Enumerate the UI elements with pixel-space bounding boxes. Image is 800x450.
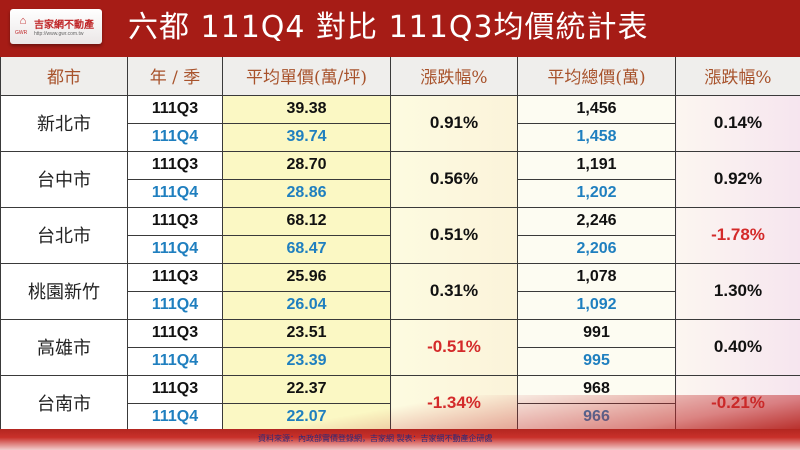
logo-url: http://www.gwr.com.tw — [34, 31, 84, 37]
city-cell: 台中市 — [0, 150, 128, 208]
footer-band — [0, 429, 800, 450]
total-change: -0.21% — [675, 374, 800, 432]
house-arrow-icon: ⌂ — [19, 15, 27, 27]
total-price-q4: 2,206 — [517, 234, 676, 264]
total-price-q3: 1,456 — [517, 94, 676, 124]
column-header-total-change: 漲跌幅% — [675, 57, 800, 96]
total-change: 1.30% — [675, 262, 800, 320]
unit-price-q3: 23.51 — [222, 318, 391, 348]
column-header-total-price: 平均總價(萬) — [517, 57, 676, 96]
title-bar: ⌂ GWR 吉家網不動產 http://www.gwr.com.tw 六都 11… — [0, 0, 800, 57]
table-row: 111Q4 39.74 1,458 — [1, 122, 800, 152]
period-q3: 111Q3 — [127, 206, 223, 236]
unit-price-q4: 39.74 — [222, 122, 391, 152]
period-q4: 111Q4 — [127, 122, 223, 152]
unit-price-q3: 25.96 — [222, 262, 391, 292]
period-q3: 111Q3 — [127, 262, 223, 292]
total-change: 0.92% — [675, 150, 800, 208]
table-row: 高雄市 111Q3 23.51 -0.51% 991 0.40% — [0, 318, 800, 376]
unit-change: -1.34% — [390, 374, 518, 432]
footer-source: 資料來源：內政部實價登錄網，吉家網 製表：吉家網不動產企研處 — [258, 434, 493, 443]
total-price-q4: 995 — [517, 346, 676, 376]
period-q4: 111Q4 — [127, 234, 223, 264]
period-q3: 111Q3 — [127, 318, 223, 348]
unit-price-q3: 68.12 — [222, 206, 391, 236]
unit-price-q4: 68.47 — [222, 234, 391, 264]
unit-change: 0.91% — [390, 94, 518, 152]
price-table-container: 都市 年 / 季 平均單價(萬/坪) 漲跌幅% 平均總價(萬) 漲跌幅% 新北市… — [0, 57, 800, 432]
city-cell: 高雄市 — [0, 318, 128, 376]
unit-price-q3: 39.38 — [222, 94, 391, 124]
total-price-q3: 2,246 — [517, 206, 676, 236]
table-row: 111Q4 23.39 995 — [1, 346, 800, 376]
column-header-city: 都市 — [0, 57, 128, 96]
unit-change: 0.51% — [390, 206, 518, 264]
unit-price-q4: 26.04 — [222, 290, 391, 320]
period-q3: 111Q3 — [127, 94, 223, 124]
period-q4: 111Q4 — [127, 402, 223, 432]
table-row: 新北市 111Q3 39.38 0.91% 1,456 0.14% — [0, 94, 800, 152]
price-table: 都市 年 / 季 平均單價(萬/坪) 漲跌幅% 平均總價(萬) 漲跌幅% 新北市… — [0, 57, 800, 432]
table-header-row: 都市 年 / 季 平均單價(萬/坪) 漲跌幅% 平均總價(萬) 漲跌幅% — [0, 57, 800, 96]
period-q4: 111Q4 — [127, 178, 223, 208]
city-cell: 桃園新竹 — [0, 262, 128, 320]
column-header-unit-change: 漲跌幅% — [390, 57, 518, 96]
table-row: 台北市 111Q3 68.12 0.51% 2,246 -1.78% — [0, 206, 800, 264]
column-header-unit-price: 平均單價(萬/坪) — [222, 57, 391, 96]
table-row: 111Q4 68.47 2,206 — [1, 234, 800, 264]
total-price-q3: 991 — [517, 318, 676, 348]
period-q4: 111Q4 — [127, 346, 223, 376]
total-change: -1.78% — [675, 206, 800, 264]
total-price-q4: 1,202 — [517, 178, 676, 208]
unit-change: 0.31% — [390, 262, 518, 320]
period-q4: 111Q4 — [127, 290, 223, 320]
total-price-q4: 1,092 — [517, 290, 676, 320]
table-row: 111Q4 28.86 1,202 — [1, 178, 800, 208]
total-price-q4: 1,458 — [517, 122, 676, 152]
total-price-q3: 1,078 — [517, 262, 676, 292]
total-price-q3: 968 — [517, 374, 676, 404]
unit-price-q3: 22.37 — [222, 374, 391, 404]
unit-price-q4: 28.86 — [222, 178, 391, 208]
unit-price-q4: 22.07 — [222, 402, 391, 432]
table-row: 桃園新竹 111Q3 25.96 0.31% 1,078 1.30% — [0, 262, 800, 320]
period-q3: 111Q3 — [127, 150, 223, 180]
unit-change: -0.51% — [390, 318, 518, 376]
logo-abbr: GWR — [15, 30, 28, 36]
unit-change: 0.56% — [390, 150, 518, 208]
city-cell: 台南市 — [0, 374, 128, 432]
unit-price-q3: 28.70 — [222, 150, 391, 180]
logo-name: 吉家網不動產 — [34, 20, 94, 31]
logo: ⌂ GWR 吉家網不動產 http://www.gwr.com.tw — [10, 9, 102, 44]
total-price-q4: 966 — [517, 402, 676, 432]
table-row: 111Q4 26.04 1,092 — [1, 290, 800, 320]
total-change: 0.40% — [675, 318, 800, 376]
page-title: 六都 111Q4 對比 111Q3均價統計表 — [128, 10, 649, 45]
unit-price-q4: 23.39 — [222, 346, 391, 376]
table-row: 台南市 111Q3 22.37 -1.34% 968 -0.21% — [0, 374, 800, 432]
total-price-q3: 1,191 — [517, 150, 676, 180]
city-cell: 新北市 — [0, 94, 128, 152]
period-q3: 111Q3 — [127, 374, 223, 404]
column-header-period: 年 / 季 — [127, 57, 223, 96]
city-cell: 台北市 — [0, 206, 128, 264]
total-change: 0.14% — [675, 94, 800, 152]
table-row: 台中市 111Q3 28.70 0.56% 1,191 0.92% — [0, 150, 800, 208]
